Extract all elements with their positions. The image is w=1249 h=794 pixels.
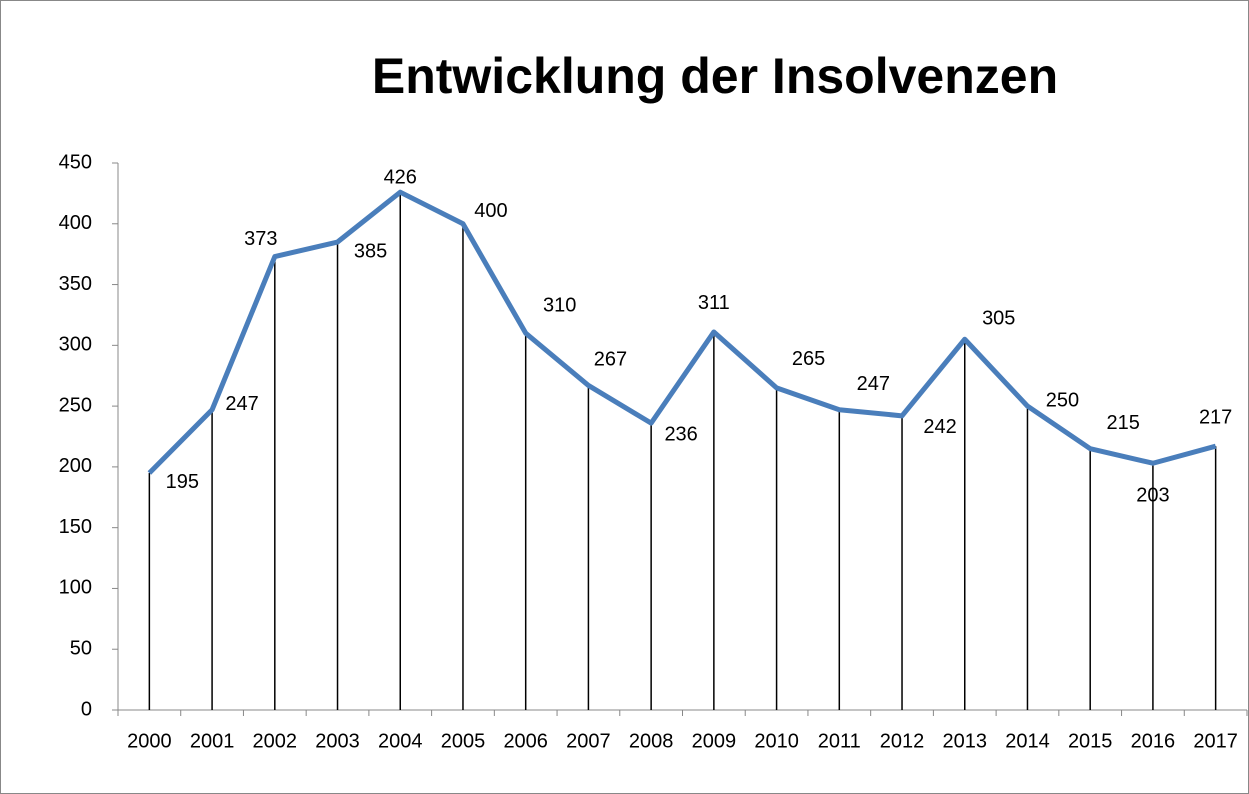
y-tick-label: 50 (70, 638, 92, 660)
y-tick-label: 150 (59, 516, 92, 538)
data-label: 311 (698, 292, 730, 314)
y-tick-label: 250 (59, 394, 92, 416)
x-tick-label: 2014 (1005, 730, 1050, 752)
x-tick-label: 2012 (880, 730, 925, 752)
x-tick-label: 2006 (503, 730, 548, 752)
x-tick-label: 2007 (566, 730, 611, 752)
data-label: 385 (354, 240, 387, 262)
y-tick-label: 350 (59, 273, 92, 295)
data-label: 400 (474, 200, 507, 222)
y-tick-label: 100 (59, 577, 92, 599)
data-label: 426 (384, 166, 417, 188)
x-tick-label: 2008 (629, 730, 674, 752)
data-label: 217 (1199, 407, 1232, 429)
data-label: 373 (244, 228, 277, 250)
x-tick-label: 2005 (441, 730, 486, 752)
data-label: 242 (923, 416, 956, 438)
data-line (147, 189, 1217, 475)
data-label: 203 (1136, 485, 1169, 507)
data-label: 195 (166, 471, 199, 493)
x-tick-label: 2001 (190, 730, 235, 752)
x-tick-label: 2011 (818, 730, 861, 752)
y-tick-label: 300 (59, 334, 92, 356)
x-tick-label: 2004 (378, 730, 423, 752)
x-tick-label: 2010 (754, 730, 799, 752)
x-tick-label: 2003 (315, 730, 360, 752)
x-tick-label: 2017 (1193, 730, 1238, 752)
data-label: 265 (792, 348, 825, 370)
y-tick-label: 0 (81, 698, 92, 720)
data-label: 247 (225, 393, 258, 415)
x-tick-label: 2016 (1131, 730, 1176, 752)
x-tick-label: 2002 (253, 730, 298, 752)
x-tick-label: 2015 (1068, 730, 1113, 752)
data-label: 247 (857, 373, 890, 395)
data-label: 310 (543, 294, 576, 316)
data-label: 305 (982, 308, 1015, 330)
chart-title: Entwicklung der Insolvenzen (372, 48, 1058, 104)
data-label: 215 (1107, 412, 1140, 434)
data-label: 250 (1046, 389, 1079, 411)
data-label: 236 (664, 423, 697, 445)
x-tick-label: 2000 (127, 730, 172, 752)
x-tick-label: 2013 (943, 730, 988, 752)
data-label: 267 (594, 349, 627, 371)
y-tick-label: 200 (59, 455, 92, 477)
y-tick-label: 400 (59, 212, 92, 234)
y-tick-label: 450 (59, 151, 92, 173)
x-tick-label: 2009 (692, 730, 737, 752)
